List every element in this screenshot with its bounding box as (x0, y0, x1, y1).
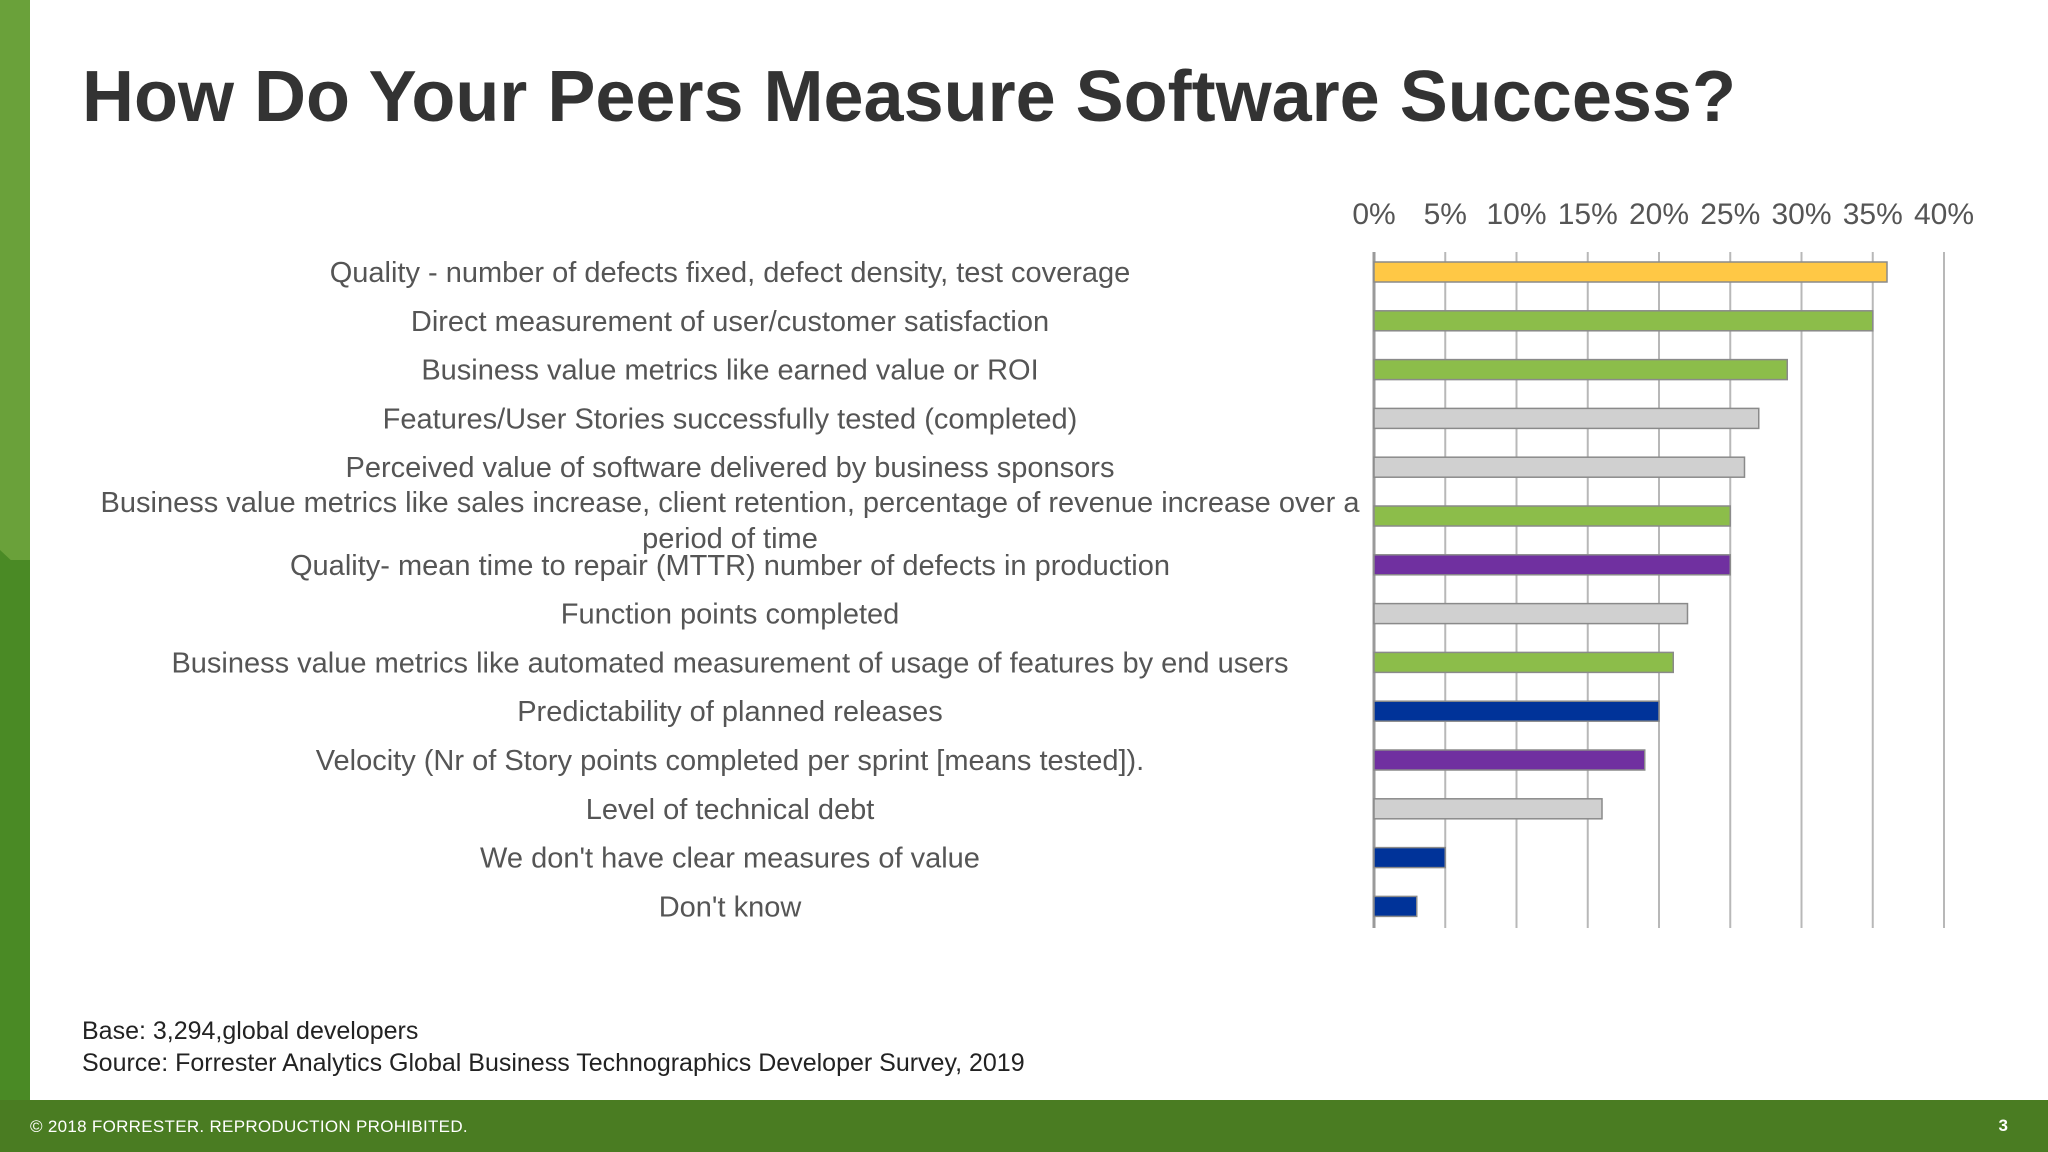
chart-notes: Base: 3,294,global developers Source: Fo… (82, 1015, 1025, 1079)
bar (1373, 456, 1746, 478)
category-label: Perceived value of software delivered by… (346, 452, 1115, 484)
bar (1373, 895, 1418, 918)
category-label: Don't know (659, 891, 803, 923)
x-tick-label: 30% (1771, 198, 1831, 231)
category-label: Predictability of planned releases (517, 696, 943, 728)
bar (1373, 798, 1603, 820)
footer-bar: © 2018 FORRESTER. REPRODUCTION PROHIBITE… (0, 1100, 2048, 1152)
x-tick-label: 20% (1629, 198, 1689, 231)
x-tick-label: 10% (1486, 198, 1546, 231)
bar (1373, 749, 1646, 771)
category-label: Business value metrics like automated me… (171, 647, 1288, 679)
chart-x-ticks: 0% 5% 10% 15% 20% 25% 30% 35% 40% (1352, 198, 1974, 231)
category-label: Function points completed (561, 599, 900, 631)
bar (1373, 602, 1689, 625)
category-label: Features/User Stories successfully teste… (383, 403, 1078, 435)
x-tick-label: 25% (1700, 198, 1760, 231)
bar (1373, 358, 1788, 381)
category-label: Direct measurement of user/customer sati… (411, 306, 1049, 338)
bar (1373, 554, 1731, 576)
category-label: Business value metrics like earned value… (421, 355, 1038, 387)
chart-category-labels: Quality - number of defects fixed, defec… (101, 257, 1361, 923)
bar (1373, 407, 1760, 430)
bar (1373, 700, 1660, 722)
source-note: Source: Forrester Analytics Global Busin… (82, 1049, 1025, 1077)
base-note: Base: 3,294,global developers (82, 1017, 419, 1045)
x-tick-label: 5% (1424, 198, 1467, 231)
left-accent-notch (0, 550, 30, 578)
category-label: Quality - number of defects fixed, defec… (330, 257, 1131, 289)
footer-copyright: © 2018 FORRESTER. REPRODUCTION PROHIBITE… (30, 1117, 468, 1136)
x-tick-label: 15% (1558, 198, 1618, 231)
chart-gridlines (1372, 252, 1945, 928)
bar (1373, 505, 1731, 527)
category-label: We don't have clear measures of value (480, 843, 980, 875)
bar (1373, 846, 1446, 869)
bar (1373, 651, 1674, 674)
bar-chart: 0% 5% 10% 15% 20% 25% 30% 35% 40% Quality - numb… (101, 198, 1974, 928)
category-label: Quality- mean time to repair (MTTR) numb… (290, 550, 1170, 582)
category-label: period of time (642, 523, 818, 555)
x-tick-label: 35% (1843, 198, 1903, 231)
slide-title: How Do Your Peers Measure Software Succe… (82, 57, 1736, 137)
bar (1373, 261, 1888, 283)
category-label: Business value metrics like sales increa… (101, 487, 1361, 519)
category-label: Level of technical debt (586, 794, 875, 826)
left-accent-bar-top (0, 0, 30, 560)
page-number: 3 (1998, 1116, 2008, 1135)
chart-bars (1373, 261, 1888, 918)
x-tick-label: 0% (1352, 198, 1395, 231)
x-tick-label: 40% (1914, 198, 1974, 231)
category-label: Velocity (Nr of Story points completed p… (316, 745, 1144, 777)
bar (1373, 310, 1874, 332)
